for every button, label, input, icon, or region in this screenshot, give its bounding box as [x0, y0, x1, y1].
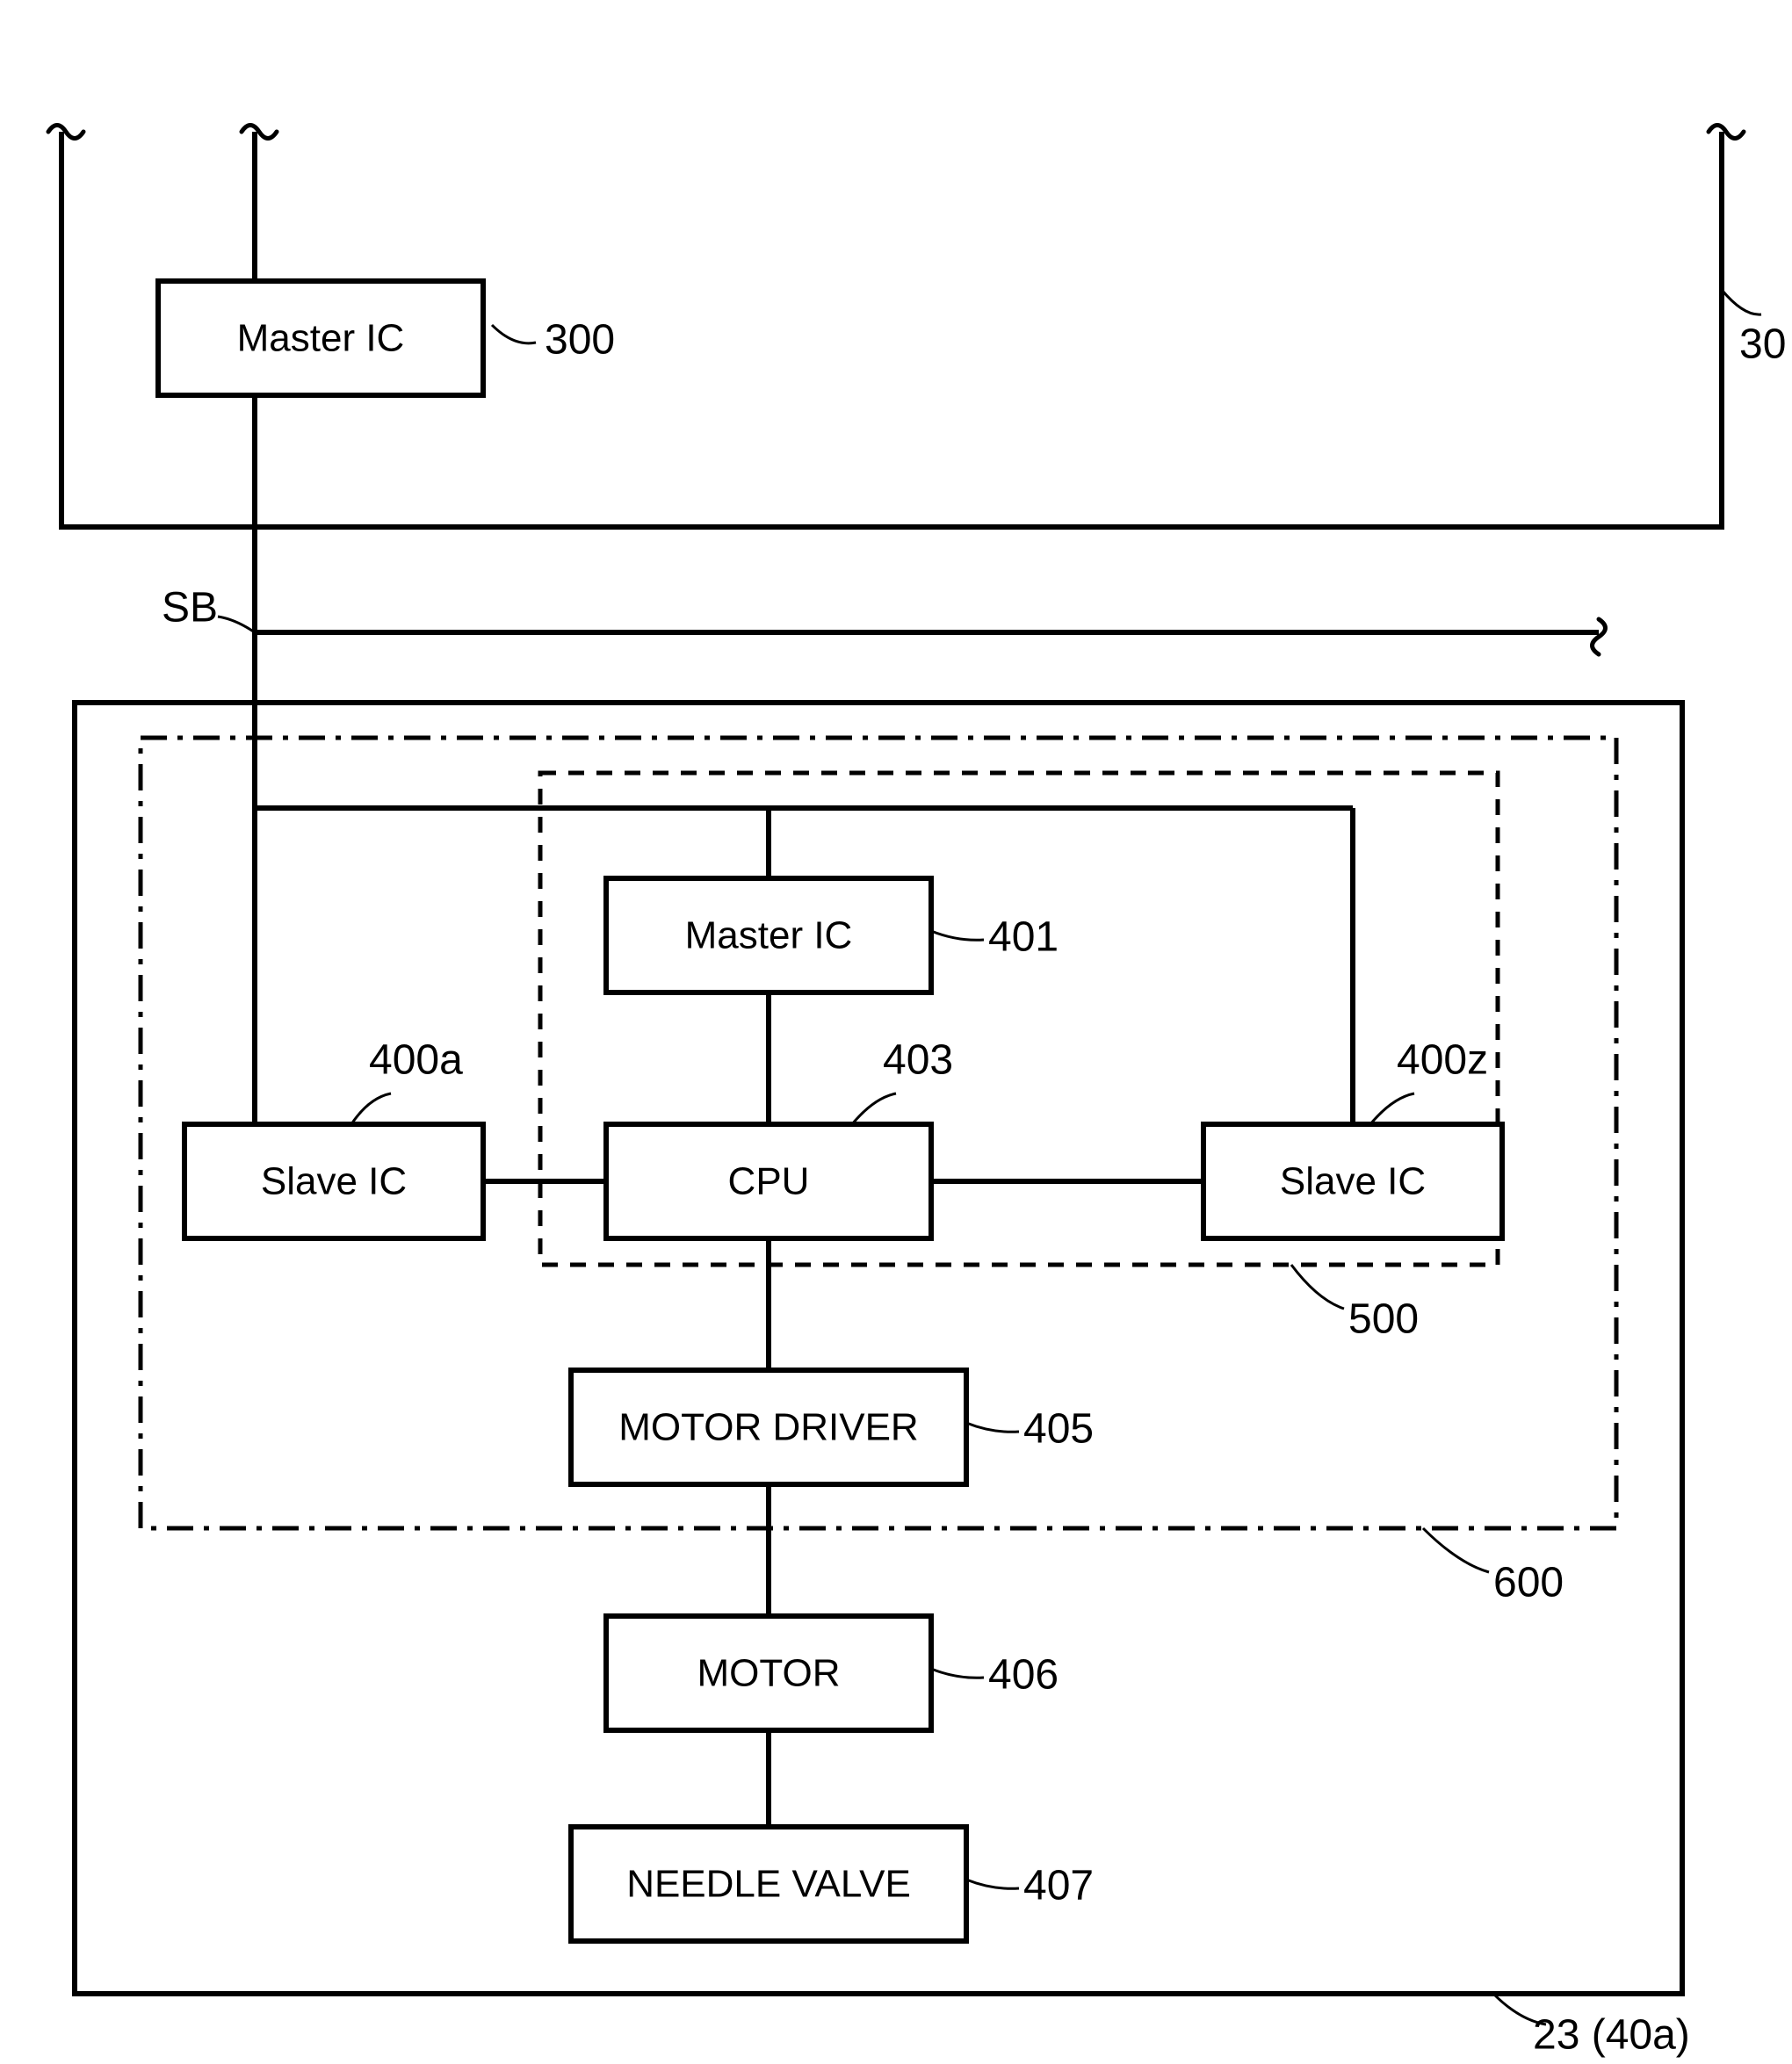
- motor-driver-label: MOTOR DRIVER: [618, 1406, 918, 1449]
- svg-text:405: 405: [1023, 1406, 1094, 1453]
- slave-ic-a: Slave IC: [184, 1124, 483, 1238]
- svg-text:600: 600: [1493, 1560, 1564, 1606]
- svg-text:30: 30: [1739, 321, 1786, 368]
- svg-text:407: 407: [1023, 1863, 1094, 1909]
- ref-500: 500: [1291, 1265, 1419, 1343]
- motor-label: MOTOR: [697, 1652, 841, 1695]
- ref-400a: 400a: [351, 1037, 463, 1124]
- ref-406: 406: [931, 1652, 1059, 1699]
- motor-driver-block: MOTOR DRIVER: [571, 1370, 966, 1484]
- master-ic-top-label: Master IC: [237, 317, 405, 360]
- bus-main: [242, 126, 277, 1125]
- slave-ic-a-label: Slave IC: [261, 1160, 407, 1203]
- svg-text:401: 401: [988, 914, 1059, 961]
- ref-405: 405: [966, 1406, 1094, 1453]
- ref-300: 300: [492, 317, 615, 364]
- svg-text:406: 406: [988, 1652, 1059, 1699]
- master-ic-top: Master IC: [158, 281, 483, 395]
- ref-sb: SB: [162, 585, 255, 632]
- ref-30: 30: [1722, 290, 1786, 368]
- ref-401: 401: [931, 914, 1059, 961]
- master-ic-inner-label: Master IC: [685, 914, 853, 957]
- cpu-block: CPU: [606, 1124, 931, 1238]
- ref-23: 23 (40a): [1493, 1994, 1690, 2059]
- svg-text:500: 500: [1348, 1296, 1419, 1343]
- svg-text:SB: SB: [162, 585, 218, 631]
- needle-valve-label: NEEDLE VALVE: [626, 1863, 911, 1906]
- slave-ic-z-label: Slave IC: [1280, 1160, 1426, 1203]
- block-diagram: Master IC Master IC CPU Slave: [0, 0, 1792, 2064]
- cpu-label: CPU: [728, 1160, 810, 1203]
- svg-text:23 (40a): 23 (40a): [1533, 2012, 1690, 2059]
- ref-400z: 400z: [1370, 1037, 1488, 1124]
- svg-text:403: 403: [883, 1037, 953, 1084]
- master-ic-inner: Master IC: [606, 878, 931, 992]
- bus-sb-branch: [255, 619, 1606, 654]
- ref-600: 600: [1423, 1528, 1564, 1606]
- svg-text:300: 300: [545, 317, 615, 364]
- svg-text:400a: 400a: [369, 1037, 463, 1084]
- svg-text:400z: 400z: [1397, 1037, 1488, 1084]
- ref-403: 403: [852, 1037, 953, 1124]
- needle-valve-block: NEEDLE VALVE: [571, 1827, 966, 1941]
- motor-block: MOTOR: [606, 1616, 931, 1730]
- ref-407: 407: [966, 1863, 1094, 1909]
- slave-ic-z: Slave IC: [1203, 1124, 1502, 1238]
